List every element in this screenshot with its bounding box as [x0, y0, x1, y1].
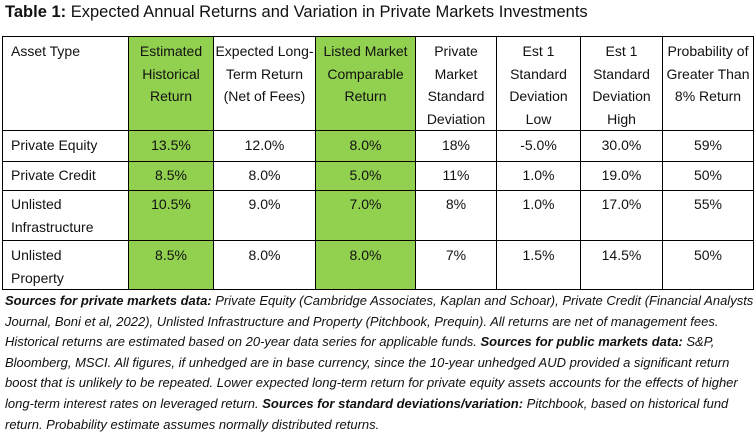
table-title-label: Table 1: — [5, 3, 67, 21]
cell-expected-return: 9.0% — [213, 190, 316, 241]
cell-std-dev: 18% — [415, 130, 497, 162]
sources-notes: Sources for private markets data: Privat… — [5, 291, 755, 435]
cell-expected-return: 8.0% — [213, 161, 316, 191]
table-row: Private Credit 8.5% 8.0% 5.0% 11% 1.0% 1… — [2, 161, 754, 191]
cell-asset-type: Unlisted Infrastructure — [2, 190, 129, 241]
cell-probability: 55% — [662, 190, 754, 241]
notes-public-sources-label: Sources for public markets data: — [480, 334, 683, 350]
cell-asset-type: Private Credit — [2, 161, 129, 191]
header-listed-market-comparable-return: Listed Market Comparable Return — [315, 36, 416, 131]
cell-std-dev-high: 14.5% — [580, 240, 663, 290]
table-row: Private Equity 13.5% 12.0% 8.0% 18% -5.0… — [2, 130, 754, 162]
cell-std-dev-high: 17.0% — [580, 190, 663, 241]
cell-historical-return: 13.5% — [128, 130, 214, 162]
header-row: Asset Type Estimated Historical Return E… — [2, 36, 754, 131]
cell-probability: 50% — [662, 240, 754, 290]
cell-expected-return: 8.0% — [213, 240, 316, 290]
cell-std-dev-high: 19.0% — [580, 161, 663, 191]
notes-stddev-sources-label: Sources for standard deviations/variatio… — [262, 395, 524, 411]
cell-probability: 50% — [662, 161, 754, 191]
returns-table: Asset Type Estimated Historical Return E… — [2, 36, 754, 290]
header-probability: Probability of Greater Than 8% Return — [662, 36, 754, 131]
cell-asset-type: Private Equity — [2, 130, 129, 162]
cell-listed-return: 8.0% — [315, 130, 416, 162]
cell-std-dev: 8% — [415, 190, 497, 241]
cell-listed-return: 8.0% — [315, 240, 416, 290]
cell-asset-type: Unlisted Property — [2, 240, 129, 290]
cell-historical-return: 8.5% — [128, 240, 214, 290]
cell-listed-return: 5.0% — [315, 161, 416, 191]
notes-private-sources-label: Sources for private markets data: — [5, 293, 212, 308]
cell-historical-return: 8.5% — [128, 161, 214, 191]
notes-private-sources-text: Private Equity (Cambridge Associates, Ka… — [5, 293, 754, 350]
cell-std-dev-high: 30.0% — [580, 130, 663, 162]
header-expected-long-term-return: Expected Long-Term Return (Net of Fees) — [213, 36, 316, 131]
cell-std-dev-low: 1.5% — [496, 240, 581, 290]
cell-std-dev: 11% — [415, 161, 497, 191]
notes-stddev-sources-text: Pitchbook, based on historical fund retu… — [5, 395, 729, 432]
table-title: Table 1: Expected Annual Returns and Var… — [5, 2, 588, 22]
cell-std-dev-low: 1.0% — [496, 161, 581, 191]
header-std-dev-low: Est 1 Standard Deviation Low — [496, 36, 581, 131]
table-row: Unlisted Infrastructure 10.5% 9.0% 7.0% … — [2, 190, 754, 241]
cell-listed-return: 7.0% — [315, 190, 416, 241]
table-row: Unlisted Property 8.5% 8.0% 8.0% 7% 1.5%… — [2, 240, 754, 290]
header-asset-type: Asset Type — [2, 36, 129, 131]
header-private-market-std-dev: Private Market Standard Deviation — [415, 36, 497, 131]
cell-std-dev-low: 1.0% — [496, 190, 581, 241]
cell-probability: 59% — [662, 130, 754, 162]
notes-public-sources-text: S&P, Bloomberg, MSCI. All figures, if un… — [5, 334, 738, 411]
header-estimated-historical-return: Estimated Historical Return — [128, 36, 214, 131]
header-std-dev-high: Est 1 Standard Deviation High — [580, 36, 663, 131]
cell-std-dev: 7% — [415, 240, 497, 290]
table-title-text: Expected Annual Returns and Variation in… — [66, 3, 588, 21]
cell-expected-return: 12.0% — [213, 130, 316, 162]
cell-historical-return: 10.5% — [128, 190, 214, 241]
cell-std-dev-low: -5.0% — [496, 130, 581, 162]
